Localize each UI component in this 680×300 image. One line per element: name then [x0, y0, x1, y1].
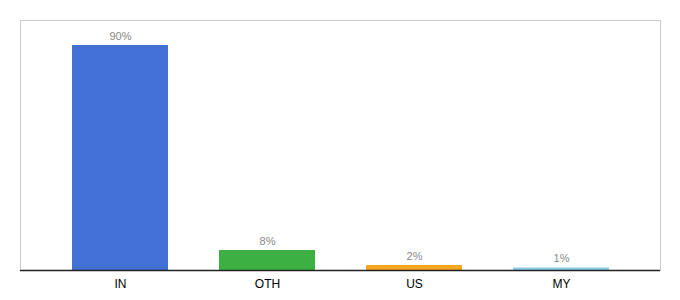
svg-text:OTH: OTH: [255, 277, 280, 291]
svg-text:90%: 90%: [109, 30, 131, 42]
svg-text:IN: IN: [115, 277, 127, 291]
svg-text:US: US: [406, 277, 423, 291]
svg-text:8%: 8%: [260, 235, 276, 247]
svg-text:MY: MY: [553, 277, 571, 291]
svg-text:2%: 2%: [407, 250, 423, 262]
svg-text:1%: 1%: [554, 252, 570, 264]
